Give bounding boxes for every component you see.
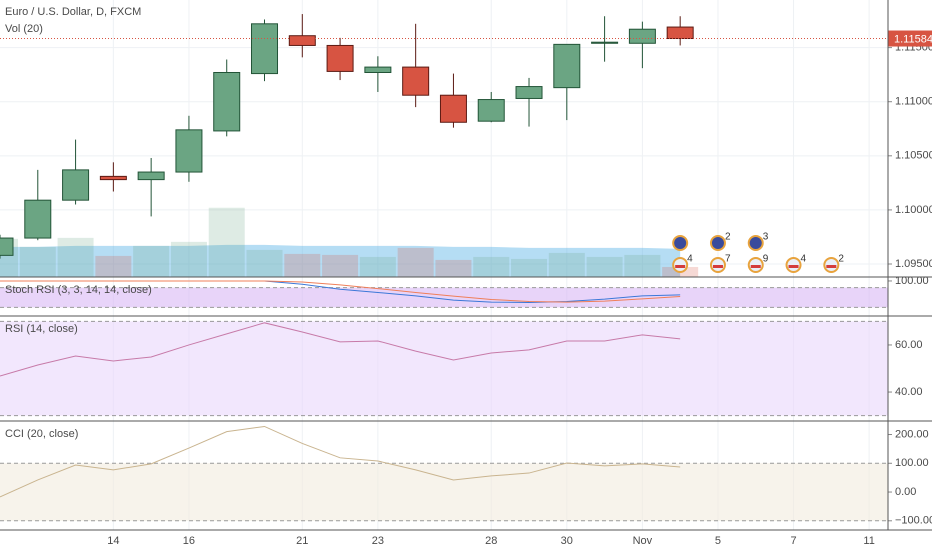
event-count: 7 [725, 254, 731, 265]
event-count: 9 [763, 254, 769, 265]
chart-title: Euro / U.S. Dollar, D, FXCM [5, 6, 141, 18]
candle-body [175, 129, 203, 173]
event-count: 4 [801, 254, 807, 265]
volume-bar [435, 259, 472, 277]
event-flag-stripe [712, 265, 723, 268]
candle-body [402, 66, 430, 96]
pane-title: CCI (20, close) [5, 428, 78, 440]
volume-bar [19, 246, 56, 277]
candle-body [477, 99, 505, 122]
candle-body [364, 66, 392, 73]
indicator-line [0, 425, 681, 498]
volume-bar [359, 256, 396, 277]
y-tick-label: 1.09500 [895, 258, 932, 270]
volume-bar [57, 237, 94, 277]
event-flag-stripe [826, 265, 837, 268]
candle-body [137, 171, 165, 181]
volume-ma-area [0, 244, 681, 277]
volume-bar [322, 254, 359, 277]
candle-body [62, 169, 90, 201]
band-fill [0, 287, 888, 308]
y-tick-label: 100.00 [895, 275, 929, 287]
candle-body [553, 43, 581, 89]
event-flag-stripe [675, 265, 686, 268]
indicator-line [0, 322, 681, 377]
event-flag-stripe [788, 265, 799, 268]
volume-bar [95, 255, 132, 277]
event-icon [709, 235, 726, 251]
x-tick-label: 28 [485, 535, 497, 547]
event-icon [747, 235, 764, 251]
candle-body [213, 71, 241, 132]
volume-bar [133, 245, 170, 277]
candle-body [515, 86, 543, 99]
event-count: 2 [838, 254, 844, 265]
pane-title: RSI (14, close) [5, 323, 78, 335]
candle-body [251, 23, 279, 75]
chart-subtitle: Vol (20) [5, 23, 43, 35]
band-fill [0, 321, 888, 416]
x-tick-label: 21 [296, 535, 308, 547]
y-tick-label: 40.00 [895, 386, 923, 398]
event-count: 2 [725, 232, 731, 243]
y-tick-label: 100.00 [895, 457, 929, 469]
volume-bar [208, 207, 245, 277]
x-tick-label: 23 [372, 535, 384, 547]
candle-body [666, 26, 694, 40]
pane-title: Stoch RSI (3, 3, 14, 14, close) [5, 284, 152, 296]
x-tick-label: 5 [715, 535, 721, 547]
candle-body [591, 41, 619, 44]
volume-bar [586, 256, 623, 277]
volume-bar [473, 256, 510, 277]
x-tick-label: 16 [183, 535, 195, 547]
event-count: 4 [687, 254, 693, 265]
event-icon [672, 235, 689, 251]
x-tick-label: 11 [863, 535, 874, 547]
y-tick-label: 1.10500 [895, 150, 932, 162]
volume-bar [511, 258, 548, 277]
volume-bar [246, 249, 283, 277]
candle-body [628, 28, 656, 44]
candle-body [439, 94, 467, 123]
candle-body [288, 35, 316, 46]
y-tick-label: 1.11000 [895, 96, 932, 108]
y-tick-label: 0.00 [895, 486, 916, 498]
event-count: 3 [763, 232, 769, 243]
volume-bar [170, 241, 207, 277]
x-tick-label: 30 [561, 535, 573, 547]
candle-body [99, 175, 127, 181]
volume-bar [284, 253, 321, 277]
candle-body [0, 237, 14, 256]
volume-bar [397, 247, 434, 277]
x-tick-label: 7 [790, 535, 796, 547]
volume-bar [624, 254, 661, 277]
y-tick-label: 1.10000 [895, 204, 932, 216]
last-price-box [888, 30, 932, 47]
candle-body [24, 199, 52, 239]
volume-bar [548, 252, 585, 277]
x-tick-label: Nov [633, 535, 653, 547]
x-tick-label: 14 [107, 535, 119, 547]
y-tick-label: 60.00 [895, 339, 923, 351]
event-flag-stripe [750, 265, 761, 268]
indicator-line [0, 280, 681, 303]
band-fill [0, 463, 888, 521]
y-tick-label: 200.00 [895, 428, 929, 440]
candle-body [326, 44, 354, 72]
last-price-label: 1.11584 [894, 33, 932, 45]
y-tick-label: −100.00 [895, 515, 932, 527]
